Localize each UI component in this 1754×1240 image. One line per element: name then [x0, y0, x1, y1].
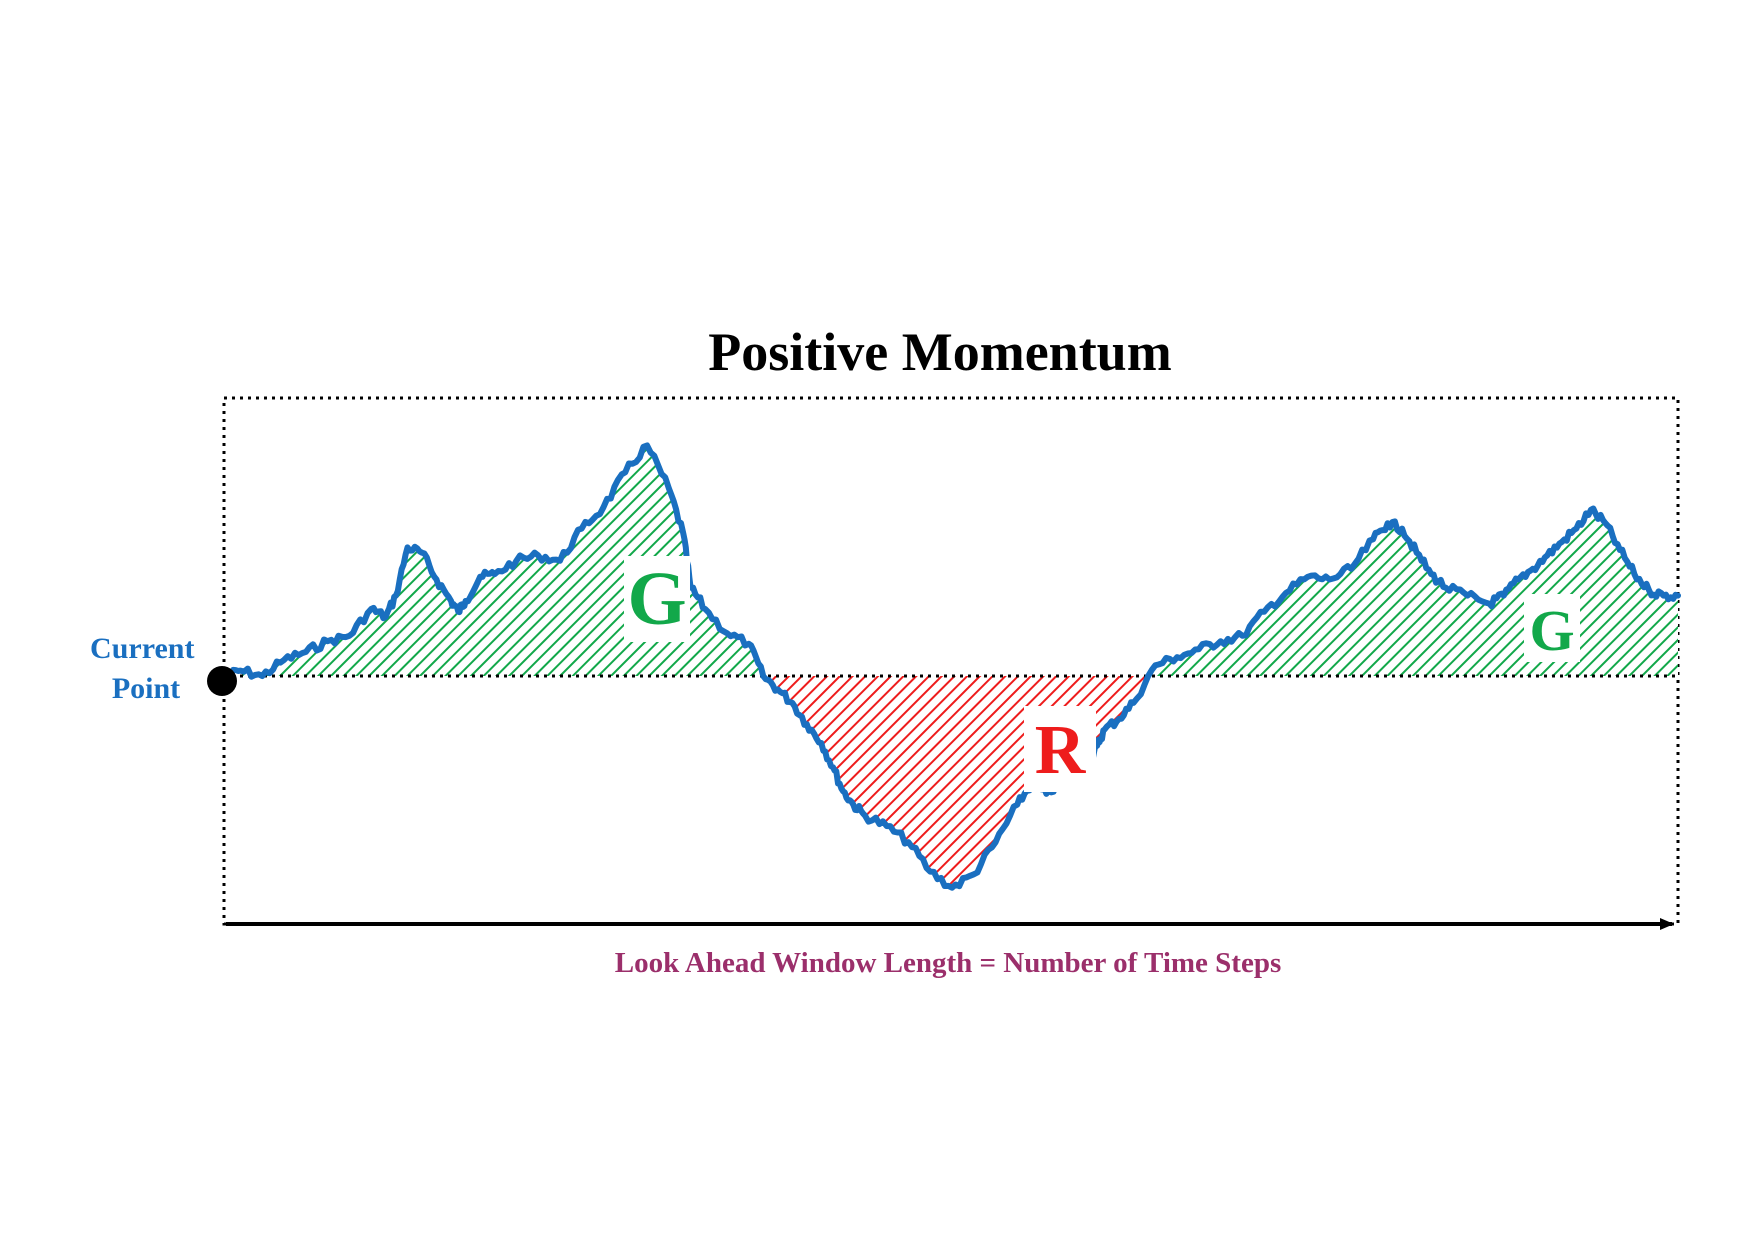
- region-label-background: [624, 556, 690, 642]
- current-point-label-line-1: Current: [90, 632, 194, 665]
- region-letter-loss: R: [1035, 712, 1087, 789]
- region-letter-gain: G: [627, 557, 686, 641]
- area-fills: [226, 445, 1678, 888]
- region-label-r: R: [1024, 706, 1096, 792]
- diagram-title: Positive Momentum: [708, 322, 1171, 382]
- current-point-marker: [207, 666, 237, 696]
- price-line: [223, 442, 1681, 891]
- gain-area: [226, 445, 1678, 676]
- current-point-label-line-2: Point: [112, 672, 180, 705]
- region-label-g-1: G: [624, 556, 690, 642]
- region-letter-gain: G: [1529, 598, 1574, 663]
- region-label-background: [1024, 706, 1096, 792]
- loss-area: [226, 676, 1678, 888]
- current-point-label: Current Point: [90, 632, 202, 705]
- region-label-g-2: G: [1524, 594, 1580, 663]
- region-label-background: [1524, 594, 1580, 662]
- look-ahead-window-label: Look Ahead Window Length = Number of Tim…: [615, 947, 1282, 979]
